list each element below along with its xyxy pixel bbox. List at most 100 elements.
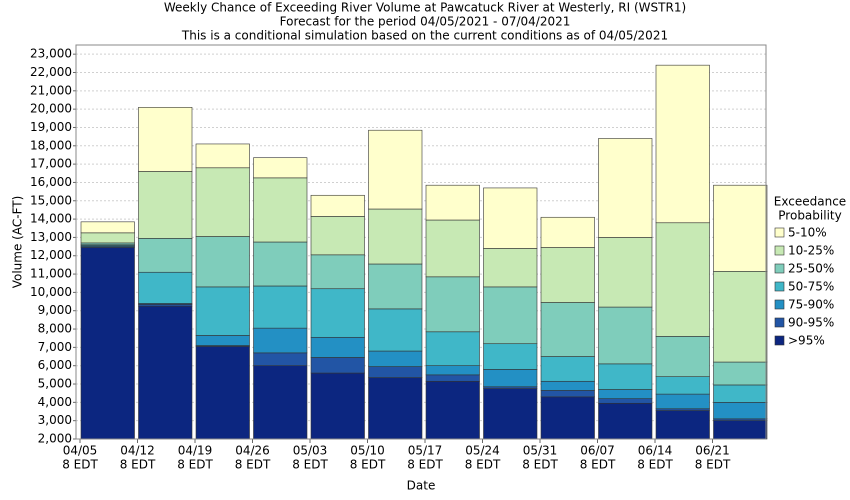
bar-segment xyxy=(195,346,250,440)
legend-label: 10-25% xyxy=(788,244,834,258)
bar-segment xyxy=(368,263,423,310)
x-tick-label: 06/14 xyxy=(638,444,673,458)
x-tick-label: 8 EDT xyxy=(637,458,673,472)
bar-segment xyxy=(138,305,193,440)
chart-title: Weekly Chance of Exceeding River Volume … xyxy=(164,1,686,15)
bar-segment xyxy=(540,216,595,248)
y-tick-label: 21,000 xyxy=(30,83,72,97)
bar-segment xyxy=(425,374,480,382)
legend-swatch xyxy=(774,263,785,274)
bar-segment xyxy=(368,129,423,210)
bar-segment xyxy=(310,336,365,358)
y-axis-label: Volume (AC-FT) xyxy=(11,196,25,289)
x-tick-label: 8 EDT xyxy=(580,458,616,472)
bar-segment xyxy=(598,389,653,399)
x-tick-label: 8 EDT xyxy=(522,458,558,472)
chart-title: This is a conditional simulation based o… xyxy=(181,29,668,43)
bar-segment xyxy=(713,384,768,403)
x-tick-label: 04/05 xyxy=(63,444,98,458)
y-tick-label: 2,000 xyxy=(38,432,72,446)
bar-segment xyxy=(138,107,193,172)
bar-segment xyxy=(368,377,423,440)
legend-swatch xyxy=(774,335,785,346)
bar-segment xyxy=(540,356,595,382)
bar-segment xyxy=(80,221,135,234)
bar-segment xyxy=(540,380,595,391)
x-tick-label: 8 EDT xyxy=(350,458,386,472)
x-tick-label: 05/10 xyxy=(350,444,385,458)
bar-segment xyxy=(253,352,308,366)
legend-label: 50-75% xyxy=(788,280,834,294)
bar-segment xyxy=(540,396,595,440)
bar-segment xyxy=(368,350,423,367)
y-tick-label: 6,000 xyxy=(38,358,72,372)
bar-segment xyxy=(425,380,480,440)
bar-segment xyxy=(80,232,135,244)
bar-segment xyxy=(310,372,365,440)
bar-segment xyxy=(368,208,423,265)
bar-segment xyxy=(138,238,193,273)
legend-swatch xyxy=(774,245,785,256)
x-tick-label: 8 EDT xyxy=(695,458,731,472)
bar-segment xyxy=(425,365,480,376)
bar-segment xyxy=(598,138,653,238)
bar-segment xyxy=(540,302,595,357)
bar-segment xyxy=(368,308,423,352)
x-tick-label: 05/17 xyxy=(408,444,443,458)
bar-segment xyxy=(655,64,710,224)
y-tick-label: 10,000 xyxy=(30,285,72,299)
bar-segment xyxy=(540,390,595,398)
legend-label: >95% xyxy=(788,334,825,348)
bar-segment xyxy=(80,247,135,440)
x-tick-label: 05/24 xyxy=(465,444,500,458)
bar-segment xyxy=(655,336,710,377)
legend-title: Exceedance xyxy=(774,195,846,209)
bar-segment xyxy=(138,171,193,239)
y-tick-label: 18,000 xyxy=(30,138,72,152)
y-tick-label: 17,000 xyxy=(30,157,72,171)
bar-segment xyxy=(598,237,653,308)
x-tick-label: 8 EDT xyxy=(235,458,271,472)
bar-segment xyxy=(483,286,538,345)
bar-segment xyxy=(713,184,768,272)
x-tick-label: 8 EDT xyxy=(120,458,156,472)
bar-segment xyxy=(598,363,653,390)
bar-segment xyxy=(195,143,250,169)
bar-segment xyxy=(713,361,768,386)
bar-segment xyxy=(253,285,308,329)
x-tick-label: 8 EDT xyxy=(177,458,213,472)
bar-segment xyxy=(655,376,710,395)
bar-segment xyxy=(195,236,250,288)
bar-segment xyxy=(598,402,653,440)
y-tick-label: 23,000 xyxy=(30,47,72,61)
x-tick-label: 8 EDT xyxy=(407,458,443,472)
bar-segment xyxy=(253,241,308,287)
bar-segment xyxy=(655,393,710,410)
y-tick-label: 9,000 xyxy=(38,303,72,317)
y-tick-label: 15,000 xyxy=(30,193,72,207)
bar-segment xyxy=(655,222,710,337)
bar-segment xyxy=(195,286,250,336)
y-tick-label: 8,000 xyxy=(38,322,72,336)
y-tick-label: 7,000 xyxy=(38,340,72,354)
chart-title: Forecast for the period 04/05/2021 - 07/… xyxy=(280,15,571,29)
y-tick-label: 20,000 xyxy=(30,102,72,116)
bar-segment xyxy=(713,271,768,363)
bar-segment xyxy=(368,366,423,378)
y-tick-label: 22,000 xyxy=(30,65,72,79)
y-tick-label: 16,000 xyxy=(30,175,72,189)
bar-segment xyxy=(310,288,365,338)
bar-segment xyxy=(425,331,480,366)
bar-segment xyxy=(425,276,480,333)
bar-segment xyxy=(310,254,365,290)
x-tick-label: 04/19 xyxy=(178,444,213,458)
x-axis-label: Date xyxy=(407,479,436,493)
y-tick-label: 19,000 xyxy=(30,120,72,134)
legend-swatch xyxy=(774,227,785,238)
legend-label: 5-10% xyxy=(788,226,827,240)
x-tick-label: 05/31 xyxy=(523,444,558,458)
bar-segment xyxy=(713,402,768,420)
bar-segment xyxy=(598,398,653,404)
bar-segment xyxy=(483,343,538,370)
